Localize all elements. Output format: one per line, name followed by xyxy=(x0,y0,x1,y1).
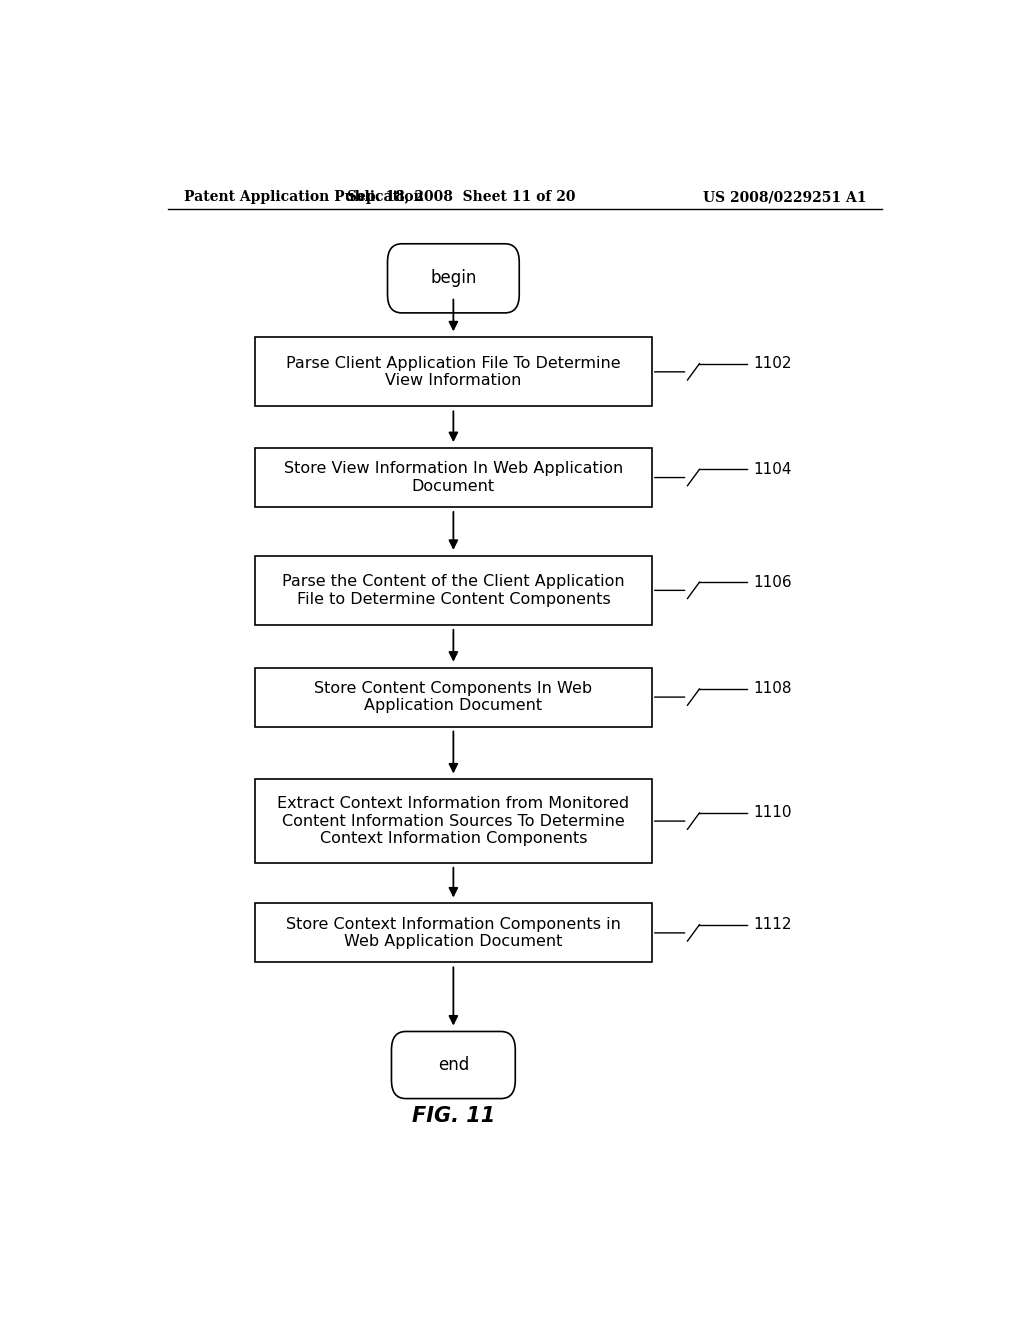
Text: begin: begin xyxy=(430,269,476,288)
FancyBboxPatch shape xyxy=(255,556,651,624)
Text: Parse Client Application File To Determine
View Information: Parse Client Application File To Determi… xyxy=(286,355,621,388)
Text: 1112: 1112 xyxy=(754,917,792,932)
FancyBboxPatch shape xyxy=(255,903,651,962)
FancyBboxPatch shape xyxy=(391,1031,515,1098)
FancyBboxPatch shape xyxy=(387,244,519,313)
Text: 1104: 1104 xyxy=(754,462,792,477)
Text: 1102: 1102 xyxy=(754,356,792,371)
Text: Store Content Components In Web
Application Document: Store Content Components In Web Applicat… xyxy=(314,681,593,713)
Text: FIG. 11: FIG. 11 xyxy=(412,1106,495,1126)
Text: Store View Information In Web Application
Document: Store View Information In Web Applicatio… xyxy=(284,462,623,494)
Text: Extract Context Information from Monitored
Content Information Sources To Determ: Extract Context Information from Monitor… xyxy=(278,796,630,846)
Text: Parse the Content of the Client Application
File to Determine Content Components: Parse the Content of the Client Applicat… xyxy=(282,574,625,607)
Text: Store Context Information Components in
Web Application Document: Store Context Information Components in … xyxy=(286,916,621,949)
Text: 1108: 1108 xyxy=(754,681,792,697)
Text: end: end xyxy=(437,1056,469,1074)
FancyBboxPatch shape xyxy=(255,338,651,407)
Text: US 2008/0229251 A1: US 2008/0229251 A1 xyxy=(702,190,866,205)
Text: Patent Application Publication: Patent Application Publication xyxy=(183,190,423,205)
Text: 1110: 1110 xyxy=(754,805,792,821)
FancyBboxPatch shape xyxy=(255,447,651,507)
Text: Sep. 18, 2008  Sheet 11 of 20: Sep. 18, 2008 Sheet 11 of 20 xyxy=(347,190,575,205)
FancyBboxPatch shape xyxy=(255,668,651,726)
FancyBboxPatch shape xyxy=(255,779,651,863)
Text: 1106: 1106 xyxy=(754,574,792,590)
